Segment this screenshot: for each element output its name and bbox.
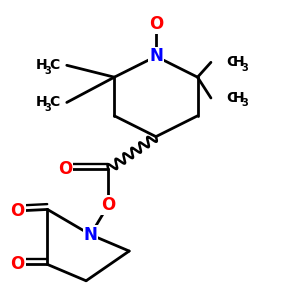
Text: N: N: [149, 47, 163, 65]
Text: N: N: [84, 226, 98, 244]
Text: 3: 3: [44, 103, 51, 113]
Text: H: H: [233, 91, 245, 105]
Text: O: O: [58, 160, 72, 178]
Text: H: H: [36, 95, 47, 110]
Text: O: O: [101, 196, 116, 214]
Text: 3: 3: [242, 63, 248, 73]
Text: O: O: [11, 202, 25, 220]
Text: O: O: [11, 255, 25, 273]
Text: C: C: [226, 55, 236, 69]
Text: C: C: [226, 91, 236, 105]
Text: C: C: [49, 58, 59, 72]
Text: C: C: [49, 95, 59, 110]
Text: 3: 3: [242, 98, 248, 108]
Text: H: H: [233, 55, 245, 69]
Text: O: O: [149, 15, 163, 33]
Text: 3: 3: [44, 66, 51, 76]
Text: H: H: [36, 58, 47, 72]
